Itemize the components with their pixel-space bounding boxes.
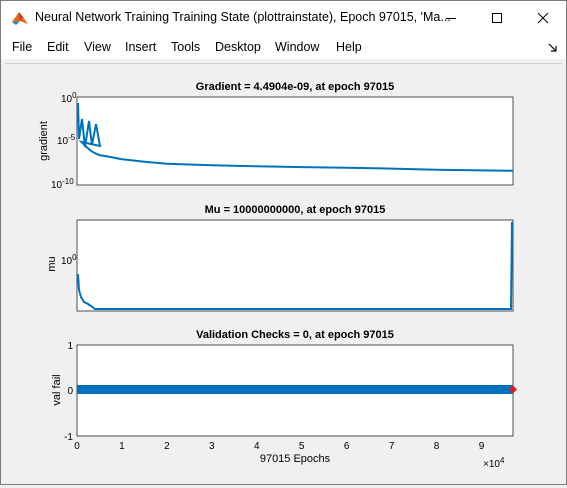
val-xtick-2: 2 xyxy=(164,441,170,452)
val-xtick-9: 9 xyxy=(479,441,485,452)
menu-file[interactable]: File xyxy=(12,40,33,54)
minimize-button[interactable] xyxy=(428,1,474,35)
mu-ytick: 100 xyxy=(61,253,77,267)
menu-insert[interactable]: Insert xyxy=(125,40,157,54)
val-final-marker xyxy=(509,385,517,394)
menu-desktop[interactable]: Desktop xyxy=(215,40,261,54)
figure-canvas: Gradient = 4.4904e-09, at epoch 97015 10… xyxy=(5,63,562,483)
val-ytick-mid: 0 xyxy=(67,386,73,397)
gradient-ylabel: gradient xyxy=(38,121,50,161)
mu-title: Mu = 10000000000, at epoch 97015 xyxy=(205,204,386,216)
val-xtick-8: 8 xyxy=(434,441,440,452)
val-xtick-5: 5 xyxy=(299,441,305,452)
gradient-ytick-bottom: 10-10 xyxy=(51,177,74,191)
menu-tools[interactable]: Tools xyxy=(171,40,201,54)
mu-series-line xyxy=(77,221,513,310)
mu-ylabel: mu xyxy=(46,256,58,271)
maximize-icon xyxy=(492,13,502,23)
gradient-series-line xyxy=(77,102,514,172)
val-xtick-1: 1 xyxy=(119,441,125,452)
matlab-logo-icon xyxy=(12,12,28,25)
title-bar[interactable]: Neural Network Training Training State (… xyxy=(1,1,566,35)
dock-arrow-icon[interactable] xyxy=(548,43,558,53)
val-title: Validation Checks = 0, at epoch 97015 xyxy=(196,329,394,341)
gradient-ytick-top: 100 xyxy=(61,91,77,105)
gradient-title: Gradient = 4.4904e-09, at epoch 97015 xyxy=(196,81,394,93)
val-xtick-6: 6 xyxy=(344,441,350,452)
val-xtick-3: 3 xyxy=(209,441,215,452)
val-xtick-7: 7 xyxy=(389,441,395,452)
plots-svg: Gradient = 4.4904e-09, at epoch 97015 10… xyxy=(38,81,517,470)
val-ylabel: val fail xyxy=(51,374,63,405)
val-xtick-labels: 0 1 2 3 4 5 6 7 8 9 xyxy=(74,441,485,452)
menu-view[interactable]: View xyxy=(84,40,111,54)
close-icon xyxy=(537,12,549,24)
gradient-ytick-mid: 10-5 xyxy=(57,133,76,147)
maximize-button[interactable] xyxy=(474,1,520,35)
val-ytick-bottom: -1 xyxy=(64,432,73,443)
val-series-band xyxy=(77,385,513,394)
val-xlabel: 97015 Epochs xyxy=(260,453,331,465)
menu-window[interactable]: Window xyxy=(275,40,320,54)
val-xtick-4: 4 xyxy=(254,441,260,452)
menu-bar: File Edit View Insert Tools Desktop Wind… xyxy=(1,35,566,59)
menu-help[interactable]: Help xyxy=(336,40,362,54)
val-x-exponent: ×104 xyxy=(483,456,505,470)
gradient-axes[interactable] xyxy=(76,96,514,186)
val-xtick-0: 0 xyxy=(74,441,80,452)
val-ytick-top: 1 xyxy=(67,341,73,352)
mu-axes[interactable] xyxy=(76,219,514,312)
minimize-icon xyxy=(446,18,456,19)
window-title: Neural Network Training Training State (… xyxy=(35,10,451,24)
close-button[interactable] xyxy=(520,1,566,35)
menu-edit[interactable]: Edit xyxy=(47,40,69,54)
